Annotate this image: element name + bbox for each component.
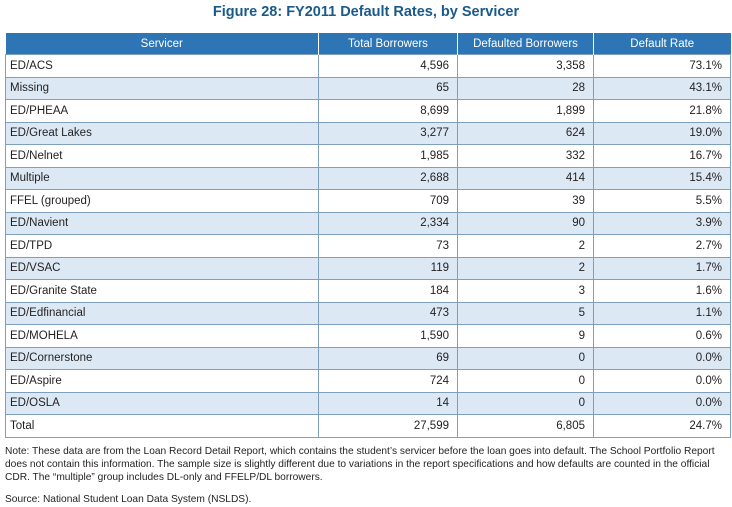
figure-title: Figure 28: FY2011 Default Rates, by Serv… <box>212 4 520 20</box>
table-row: ED/Navient 2,334 90 3.9% <box>5 211 731 235</box>
cell-default-rate: 0.6% <box>593 324 731 348</box>
cell-servicer: ED/Nelnet <box>5 144 319 168</box>
table-row: ED/MOHELA 1,590 9 0.6% <box>5 324 731 348</box>
header-default-rate: Default Rate <box>593 33 731 55</box>
cell-servicer: Total <box>5 414 319 438</box>
table-row: ED/Great Lakes 3,277 624 19.0% <box>5 121 731 145</box>
cell-default-rate: 3.9% <box>593 211 731 235</box>
cell-servicer: FFEL (grouped) <box>5 189 319 213</box>
cell-servicer: ED/Aspire <box>5 369 319 393</box>
cell-default-rate: 1.7% <box>593 256 731 280</box>
cell-defaulted-borrowers: 9 <box>457 324 594 348</box>
cell-default-rate: 2.7% <box>593 234 731 258</box>
table-row-total: Total 27,599 6,805 24.7% <box>5 414 731 438</box>
cell-defaulted-borrowers: 90 <box>457 211 594 235</box>
cell-defaulted-borrowers: 332 <box>457 144 594 168</box>
cell-servicer: ED/VSAC <box>5 256 319 280</box>
cell-default-rate: 15.4% <box>593 166 731 190</box>
cell-default-rate: 16.7% <box>593 144 731 168</box>
table-note: Note: These data are from the Loan Recor… <box>5 446 715 483</box>
table-body: ED/ACS 4,596 3,358 73.1% Missing 65 28 4… <box>5 54 731 438</box>
cell-servicer: ED/OSLA <box>5 391 319 415</box>
cell-total-borrowers: 3,277 <box>318 121 458 145</box>
cell-total-borrowers: 724 <box>318 369 458 393</box>
cell-total-borrowers: 184 <box>318 279 458 303</box>
table-row: FFEL (grouped) 709 39 5.5% <box>5 189 731 213</box>
table-header-row: Servicer Total Borrowers Defaulted Borro… <box>5 33 731 55</box>
table-row: ED/Aspire 724 0 0.0% <box>5 369 731 393</box>
cell-total-borrowers: 473 <box>318 301 458 325</box>
cell-default-rate: 43.1% <box>593 76 731 100</box>
cell-defaulted-borrowers: 0 <box>457 391 594 415</box>
cell-default-rate: 19.0% <box>593 121 731 145</box>
default-rates-table: Servicer Total Borrowers Defaulted Borro… <box>5 33 731 438</box>
cell-default-rate: 0.0% <box>593 346 731 370</box>
table-row: ED/Cornerstone 69 0 0.0% <box>5 346 731 370</box>
cell-defaulted-borrowers: 6,805 <box>457 414 594 438</box>
header-servicer: Servicer <box>5 33 319 55</box>
cell-defaulted-borrowers: 3,358 <box>457 54 594 78</box>
cell-servicer: ED/PHEAA <box>5 99 319 123</box>
cell-defaulted-borrowers: 5 <box>457 301 594 325</box>
table-row: ED/PHEAA 8,699 1,899 21.8% <box>5 99 731 123</box>
cell-servicer: ED/Granite State <box>5 279 319 303</box>
cell-default-rate: 73.1% <box>593 54 731 78</box>
cell-total-borrowers: 65 <box>318 76 458 100</box>
cell-servicer: ED/TPD <box>5 234 319 258</box>
cell-default-rate: 0.0% <box>593 369 731 393</box>
cell-defaulted-borrowers: 28 <box>457 76 594 100</box>
cell-default-rate: 24.7% <box>593 414 731 438</box>
cell-total-borrowers: 2,688 <box>318 166 458 190</box>
cell-defaulted-borrowers: 0 <box>457 369 594 393</box>
cell-defaulted-borrowers: 39 <box>457 189 594 213</box>
cell-total-borrowers: 2,334 <box>318 211 458 235</box>
table-row: ED/OSLA 14 0 0.0% <box>5 391 731 415</box>
cell-total-borrowers: 14 <box>318 391 458 415</box>
cell-default-rate: 5.5% <box>593 189 731 213</box>
cell-default-rate: 1.6% <box>593 279 731 303</box>
cell-total-borrowers: 73 <box>318 234 458 258</box>
cell-defaulted-borrowers: 3 <box>457 279 594 303</box>
cell-defaulted-borrowers: 414 <box>457 166 594 190</box>
table-row: ED/VSAC 119 2 1.7% <box>5 256 731 280</box>
cell-total-borrowers: 709 <box>318 189 458 213</box>
cell-servicer: ED/MOHELA <box>5 324 319 348</box>
table-row: Missing 65 28 43.1% <box>5 76 731 100</box>
cell-defaulted-borrowers: 0 <box>457 346 594 370</box>
cell-servicer: ED/ACS <box>5 54 319 78</box>
cell-default-rate: 0.0% <box>593 391 731 415</box>
cell-default-rate: 21.8% <box>593 99 731 123</box>
cell-servicer: ED/Edfinancial <box>5 301 319 325</box>
cell-total-borrowers: 1,985 <box>318 144 458 168</box>
cell-default-rate: 1.1% <box>593 301 731 325</box>
table-row: ED/ACS 4,596 3,358 73.1% <box>5 54 731 78</box>
cell-servicer: Multiple <box>5 166 319 190</box>
cell-servicer: ED/Navient <box>5 211 319 235</box>
cell-total-borrowers: 1,590 <box>318 324 458 348</box>
cell-defaulted-borrowers: 1,899 <box>457 99 594 123</box>
header-defaulted-borrowers: Defaulted Borrowers <box>457 33 594 55</box>
cell-total-borrowers: 119 <box>318 256 458 280</box>
cell-defaulted-borrowers: 624 <box>457 121 594 145</box>
cell-total-borrowers: 4,596 <box>318 54 458 78</box>
cell-servicer: ED/Cornerstone <box>5 346 319 370</box>
cell-total-borrowers: 27,599 <box>318 414 458 438</box>
table-row: Multiple 2,688 414 15.4% <box>5 166 731 190</box>
table-row: ED/Edfinancial 473 5 1.1% <box>5 301 731 325</box>
cell-servicer: Missing <box>5 76 319 100</box>
header-total-borrowers: Total Borrowers <box>318 33 458 55</box>
cell-defaulted-borrowers: 2 <box>457 234 594 258</box>
table-row: ED/TPD 73 2 2.7% <box>5 234 731 258</box>
table-source: Source: National Student Loan Data Syste… <box>5 494 252 505</box>
cell-defaulted-borrowers: 2 <box>457 256 594 280</box>
cell-total-borrowers: 69 <box>318 346 458 370</box>
table-row: ED/Nelnet 1,985 332 16.7% <box>5 144 731 168</box>
cell-total-borrowers: 8,699 <box>318 99 458 123</box>
table-row: ED/Granite State 184 3 1.6% <box>5 279 731 303</box>
cell-servicer: ED/Great Lakes <box>5 121 319 145</box>
